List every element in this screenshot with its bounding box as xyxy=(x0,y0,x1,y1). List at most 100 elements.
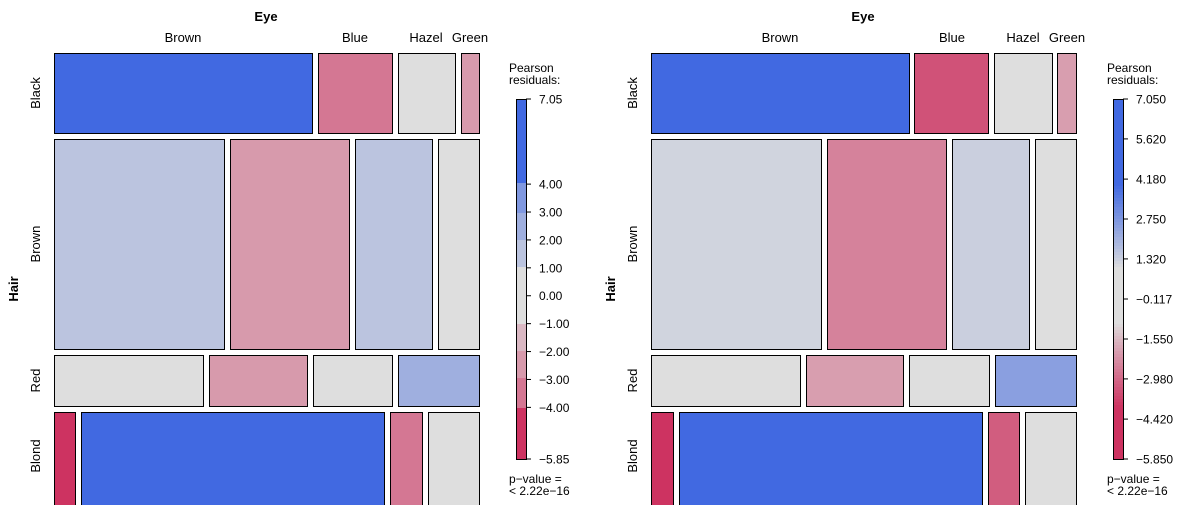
legend-color-step xyxy=(516,327,526,331)
column-label-green: Green xyxy=(452,30,488,45)
legend-tick-label: 0.00 xyxy=(539,289,563,303)
legend-color-step xyxy=(516,375,526,379)
mosaic-tile-black-green xyxy=(461,53,480,134)
legend-color-step xyxy=(516,354,526,358)
legend-color-step xyxy=(516,351,526,355)
legend-color-step xyxy=(516,318,526,322)
legend-color-step xyxy=(1113,111,1123,115)
row-label-black: Black xyxy=(28,77,43,109)
column-label-hazel: Hazel xyxy=(409,30,442,45)
legend-color-step xyxy=(1113,165,1123,169)
legend-color-step xyxy=(1113,414,1123,418)
legend-color-step xyxy=(1113,357,1123,361)
legend-color-step xyxy=(1113,174,1123,178)
legend-color-step xyxy=(1113,339,1123,343)
legend-color-step xyxy=(516,420,526,424)
legend-color-step xyxy=(1113,102,1123,106)
legend-color-step xyxy=(1113,444,1123,448)
legend-color-step xyxy=(1113,417,1123,421)
legend-color-step xyxy=(516,297,526,301)
column-label-blue: Blue xyxy=(939,30,965,45)
legend-color-step xyxy=(1113,363,1123,367)
legend-color-step xyxy=(516,132,526,136)
legend-color-step xyxy=(1113,342,1123,346)
legend-color-step xyxy=(516,399,526,403)
legend-color-step xyxy=(516,249,526,253)
legend-color-step xyxy=(516,105,526,109)
legend-color-step xyxy=(1113,429,1123,433)
legend-color-step xyxy=(1113,219,1123,223)
mosaic-tile-brown-hazel xyxy=(952,139,1030,350)
legend-color-step xyxy=(1113,279,1123,283)
legend-tick-label: −4.420 xyxy=(1136,413,1173,427)
legend-color-step xyxy=(516,267,526,271)
legend-color-step xyxy=(516,246,526,250)
legend-color-step xyxy=(516,168,526,172)
legend-color-step xyxy=(1113,408,1123,412)
legend-color-step xyxy=(516,135,526,139)
mosaic-tile-blond-blue xyxy=(679,412,983,506)
legend-color-step xyxy=(1113,294,1123,298)
legend-color-step xyxy=(516,120,526,124)
legend-color-step xyxy=(1113,153,1123,157)
legend-color-step xyxy=(1113,240,1123,244)
legend-color-step xyxy=(1113,123,1123,127)
mosaic-tile-red-brown xyxy=(54,355,204,407)
legend-color-step xyxy=(516,312,526,316)
legend-tick-label: 4.180 xyxy=(1136,173,1166,187)
legend-color-step xyxy=(516,357,526,361)
legend-color-step xyxy=(1113,312,1123,316)
legend-color-step xyxy=(1113,426,1123,430)
legend-color-step xyxy=(1113,336,1123,340)
legend-color-step xyxy=(1113,150,1123,154)
legend-color-step xyxy=(516,111,526,115)
mosaic-tile-brown-blue xyxy=(230,139,350,350)
legend-color-step xyxy=(516,441,526,445)
mosaic-tile-red-blue xyxy=(209,355,308,407)
legend-color-step xyxy=(516,432,526,436)
mosaic-tile-black-hazel xyxy=(398,53,456,134)
legend-color-step xyxy=(516,219,526,223)
legend-color-step xyxy=(1113,285,1123,289)
legend-color-step xyxy=(1113,222,1123,226)
mosaic-tile-red-hazel xyxy=(909,355,990,407)
legend-tick-label: 7.050 xyxy=(1136,93,1166,107)
legend-color-step xyxy=(1113,450,1123,454)
legend-color-step xyxy=(1113,255,1123,259)
legend-color-step xyxy=(1113,249,1123,253)
legend-color-step xyxy=(516,117,526,121)
legend-color-step xyxy=(1113,132,1123,136)
legend-color-step xyxy=(1113,186,1123,190)
legend-color-step xyxy=(516,108,526,112)
legend-color-step xyxy=(1113,378,1123,382)
legend-color-step xyxy=(1113,435,1123,439)
legend-color-step xyxy=(516,114,526,118)
legend-color-step xyxy=(516,378,526,382)
p-value-text: < 2.22e−16 xyxy=(1107,484,1168,498)
legend-color-step xyxy=(516,156,526,160)
legend-color-step xyxy=(1113,213,1123,217)
row-variable-title: Hair xyxy=(6,276,21,301)
legend-tick-label: −1.550 xyxy=(1136,333,1173,347)
legend-color-step xyxy=(516,273,526,277)
legend-color-step xyxy=(516,198,526,202)
legend-color-step xyxy=(516,321,526,325)
legend-color-step xyxy=(1113,456,1123,460)
mosaic-tile-blond-green xyxy=(428,412,480,506)
legend-color-step xyxy=(516,306,526,310)
legend-color-step xyxy=(516,99,526,103)
legend-color-step xyxy=(1113,309,1123,313)
legend-color-step xyxy=(516,144,526,148)
legend-color-step xyxy=(516,333,526,337)
legend-color-step xyxy=(516,210,526,214)
legend-color-step xyxy=(516,366,526,370)
mosaic-tile-brown-hazel xyxy=(355,139,433,350)
legend-color-step xyxy=(516,363,526,367)
legend-color-step xyxy=(516,423,526,427)
legend-color-step xyxy=(516,456,526,460)
legend-color-step xyxy=(516,213,526,217)
legend-color-step xyxy=(1113,411,1123,415)
mosaic-tile-brown-green xyxy=(1035,139,1077,350)
legend-color-step xyxy=(1113,135,1123,139)
legend-color-step xyxy=(516,180,526,184)
